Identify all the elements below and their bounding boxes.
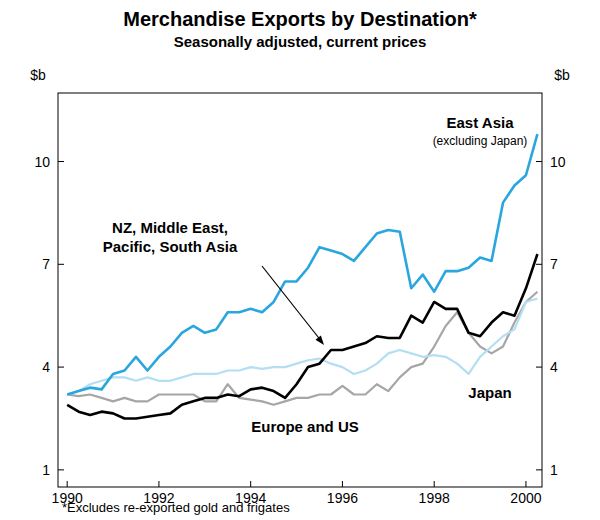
lines	[67, 134, 537, 418]
y-tick	[536, 367, 542, 368]
y-tick-label: 1	[550, 462, 558, 478]
series-label: East Asia(excluding Japan)	[433, 114, 528, 148]
y-tick-label: 10	[550, 154, 566, 170]
series-line	[67, 299, 537, 395]
y-axis-label: $b	[30, 67, 46, 83]
series-line	[67, 292, 537, 405]
y-tick-label: 10	[34, 154, 50, 170]
y-tick	[58, 264, 64, 265]
x-tick	[342, 481, 343, 487]
y-tick-label: 4	[42, 359, 50, 375]
y-tick-label: 7	[42, 256, 50, 272]
y-tick	[58, 367, 64, 368]
annotation-arrow	[262, 266, 322, 342]
x-tick-label: 1990	[52, 490, 83, 506]
x-tick-label: 1996	[327, 490, 358, 506]
x-tick	[158, 481, 159, 487]
y-tick	[536, 264, 542, 265]
y-tick-label: 4	[550, 359, 558, 375]
series-line	[67, 254, 537, 418]
title: Merchandise Exports by Destination*	[123, 8, 477, 30]
y-tick-label: 1	[42, 462, 50, 478]
y-tick	[536, 161, 542, 162]
chart: Merchandise Exports by Destination* Seaso…	[0, 0, 600, 520]
y-axis-label: $b	[554, 67, 570, 83]
series-line	[67, 134, 537, 394]
plot-frame	[58, 93, 542, 487]
x-tick-label: 1998	[419, 490, 450, 506]
x-tick	[434, 481, 435, 487]
annotation-arrowhead	[315, 336, 324, 345]
y-tick-label: 7	[550, 256, 558, 272]
x-tick	[525, 481, 526, 487]
y-tick	[536, 469, 542, 470]
series-label: Japan	[468, 384, 511, 401]
y-tick	[58, 469, 64, 470]
x-tick	[67, 481, 68, 487]
x-tick-label: 2000	[510, 490, 541, 506]
series-label: NZ, Middle East,Pacific, South Asia	[103, 219, 238, 255]
series-label: Europe and US	[251, 418, 359, 435]
subtitle: Seasonally adjusted, current prices	[174, 33, 427, 50]
x-tick-label: 1994	[235, 490, 266, 506]
y-tick	[58, 161, 64, 162]
x-tick	[250, 481, 251, 487]
x-tick-label: 1992	[143, 490, 174, 506]
